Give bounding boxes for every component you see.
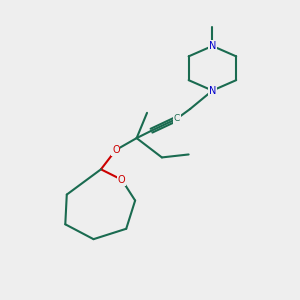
Text: O: O [112, 145, 120, 155]
Text: N: N [209, 85, 216, 96]
Text: O: O [118, 175, 126, 185]
Text: N: N [209, 41, 216, 51]
Text: C: C [174, 114, 180, 123]
